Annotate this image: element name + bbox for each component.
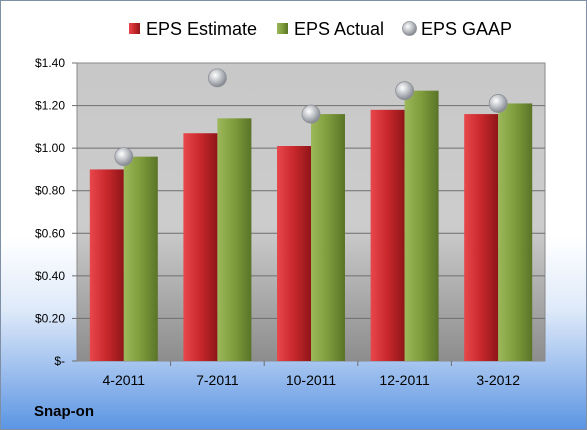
y-tick-label: $1.40 (35, 56, 65, 70)
legend-label-eps-gaap: EPS GAAP (421, 19, 512, 39)
eps-actual-bar (498, 103, 533, 361)
eps-estimate-bar (89, 169, 124, 361)
y-tick-label: $0.40 (35, 269, 65, 283)
legend-label-eps-estimate: EPS Estimate (146, 19, 257, 39)
eps-estimate-bar (183, 133, 218, 361)
eps-actual-bar (123, 156, 158, 361)
x-tick-label: 4-2011 (103, 372, 146, 388)
y-tick-label: $0.80 (35, 184, 65, 198)
legend-swatch-eps-estimate (129, 23, 140, 34)
x-tick-label: 10-2011 (286, 372, 337, 388)
eps-actual-bar (311, 114, 345, 361)
eps-estimate-bar (277, 146, 311, 361)
company-label: Snap-on (34, 403, 94, 420)
eps-actual-bar (404, 90, 439, 362)
bars (89, 90, 533, 362)
legend: EPS Estimate EPS Actual EPS GAAP (129, 19, 512, 39)
x-tick-label: 7-2011 (196, 372, 239, 388)
eps-estimate-bar (370, 109, 405, 361)
y-tick-label: $1.20 (35, 99, 65, 113)
eps-gaap-marker (114, 147, 134, 167)
legend-label-eps-actual: EPS Actual (294, 19, 384, 39)
eps-gaap-marker (395, 81, 415, 101)
eps-actual-bar (217, 118, 252, 361)
x-tick-label: 3-2012 (476, 372, 520, 388)
eps-gaap-marker (207, 68, 227, 88)
y-tick-label: $0.20 (35, 311, 65, 325)
eps-gaap-marker (301, 104, 321, 124)
eps-gaap-marker (488, 94, 508, 113)
x-axis: 4-2011 7-2011 10-2011 12-2011 3-2012 (103, 361, 520, 388)
x-tick-label: 12-2011 (379, 372, 430, 388)
legend-swatch-eps-gaap (402, 21, 417, 36)
gaap-markers (114, 68, 508, 167)
legend-swatch-eps-actual (277, 23, 288, 34)
y-tick-label: $0.60 (35, 226, 65, 240)
y-axis: $- $0.20 $0.40 $0.60 $0.80 $1.00 $1.20 $1.40 (35, 56, 77, 368)
eps-estimate-bar (464, 114, 499, 361)
y-tick-label: $1.00 (35, 141, 65, 155)
y-tick-label: $- (54, 354, 65, 368)
